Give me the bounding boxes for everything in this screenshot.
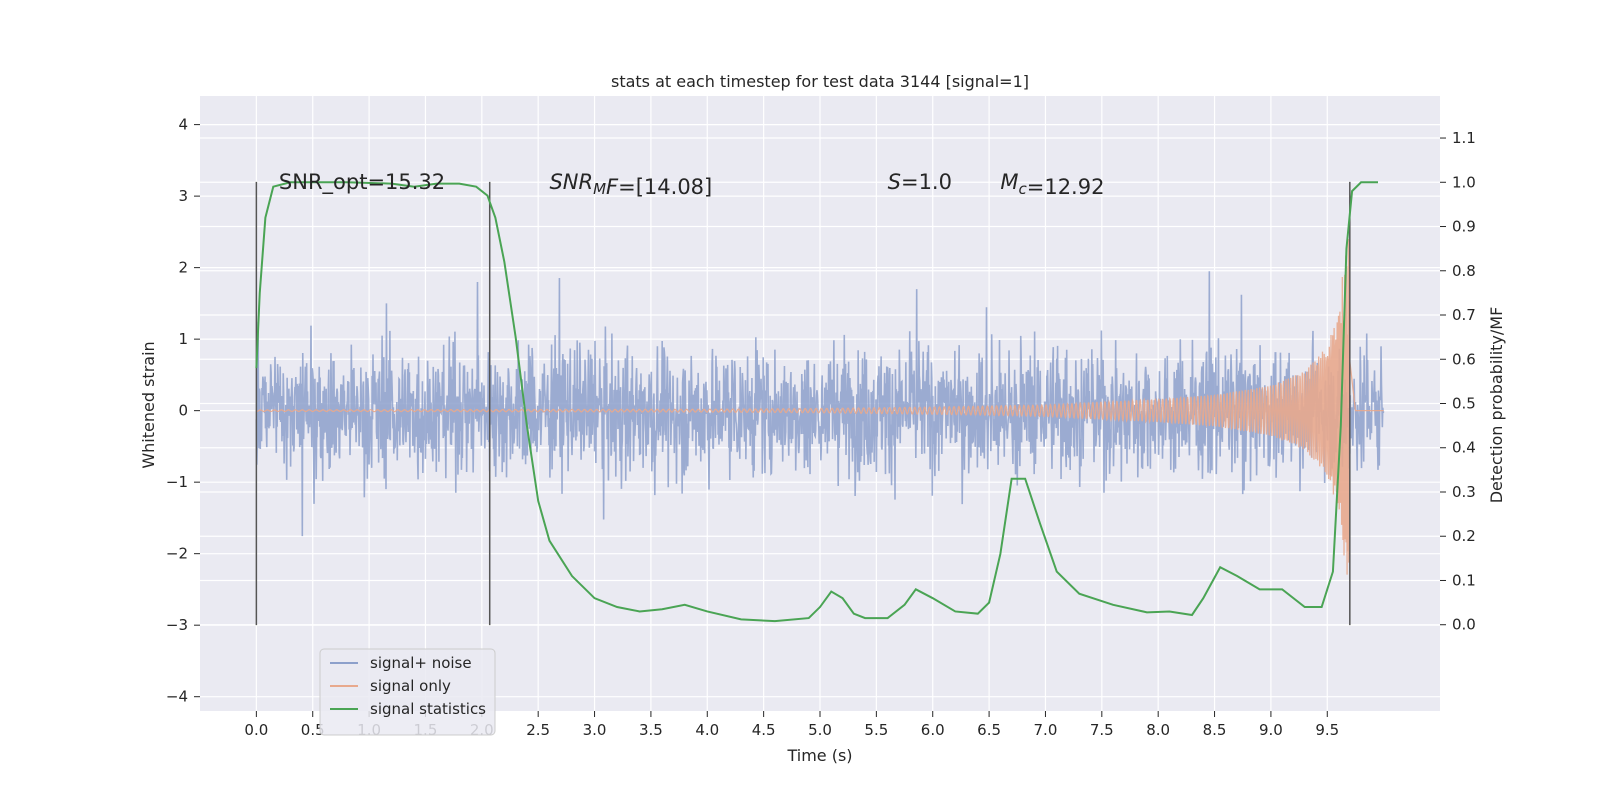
signal-only-line bbox=[256, 239, 1384, 575]
x-tick-label: 8.0 bbox=[1146, 721, 1170, 739]
legend-label-signal-plus-noise: signal+ noise bbox=[370, 654, 472, 672]
x-tick-label: 0.0 bbox=[244, 721, 268, 739]
x-tick-label: 7.5 bbox=[1090, 721, 1114, 739]
x-tick-label: 4.5 bbox=[752, 721, 776, 739]
x-tick-label: 8.5 bbox=[1203, 721, 1227, 739]
x-tick-label: 9.5 bbox=[1315, 721, 1339, 739]
y-right-tick-label: 0.3 bbox=[1452, 483, 1476, 501]
x-tick-label: 3.0 bbox=[583, 721, 607, 739]
annotation-part: c bbox=[1018, 180, 1027, 198]
annotation-part: =[14.08] bbox=[618, 175, 712, 199]
x-tick-label: 6.5 bbox=[977, 721, 1001, 739]
x-tick-label: 3.5 bbox=[639, 721, 663, 739]
series-signal-plus-noise bbox=[255, 271, 1385, 537]
annotation-part: =12.92 bbox=[1027, 175, 1105, 199]
y-right-tick-label: 0.6 bbox=[1452, 350, 1476, 368]
legend-box bbox=[319, 648, 496, 736]
y-left-tick-label: 3 bbox=[178, 187, 188, 205]
x-tick-label: 2.5 bbox=[526, 721, 550, 739]
annotation-part: =1.0 bbox=[901, 170, 952, 194]
x-axis-label: Time (s) bbox=[786, 746, 852, 765]
y-right-tick-label: 0.8 bbox=[1452, 262, 1476, 280]
y-right-tick-label: 0.0 bbox=[1452, 616, 1476, 634]
signal-plus-noise-line bbox=[255, 271, 1385, 537]
annotation-text: SNRMF=[14.08] bbox=[549, 170, 712, 199]
series-signal-only bbox=[256, 239, 1384, 575]
chart-title: stats at each timestep for test data 314… bbox=[611, 72, 1029, 91]
y-left-tick-label: 1 bbox=[178, 330, 188, 348]
y-left-tick-label: −1 bbox=[166, 473, 188, 491]
annotation-part: F bbox=[606, 175, 619, 199]
x-tick-label: 0.5 bbox=[301, 721, 325, 739]
y-right-axis-ticks: 0.0 0.1 0.2 0.3 0.4 0.5 0.6 0.7 0.8 0.9 1.0 1.1 bbox=[1440, 129, 1476, 634]
series-signal-statistics bbox=[255, 181, 1378, 623]
annotation-part: SNR bbox=[549, 170, 593, 194]
annotation-part: S bbox=[888, 170, 901, 194]
y-right-tick-label: 0.7 bbox=[1452, 306, 1476, 324]
annotation-part: M bbox=[1000, 170, 1018, 194]
legend: signal+ noise signal only signal statist… bbox=[319, 648, 496, 736]
y-left-tick-label: −2 bbox=[166, 545, 188, 563]
vertical-markers bbox=[255, 181, 1351, 626]
y-left-tick-label: −3 bbox=[166, 616, 188, 634]
y-right-tick-label: 0.2 bbox=[1452, 527, 1476, 545]
legend-label-signal-statistics: signal statistics bbox=[370, 700, 486, 718]
x-tick-label: 6.0 bbox=[921, 721, 945, 739]
x-tick-label: 4.0 bbox=[695, 721, 719, 739]
x-tick-label: 5.0 bbox=[808, 721, 832, 739]
y-right-tick-label: 0.4 bbox=[1452, 439, 1476, 457]
y-left-tick-label: 2 bbox=[178, 259, 188, 277]
annotation-text: Mc=12.92 bbox=[1000, 170, 1104, 199]
y-right-axis-label: Detection probability/MF bbox=[1487, 307, 1506, 504]
y-right-tick-label: 0.1 bbox=[1452, 571, 1476, 589]
y-right-tick-label: 1.1 bbox=[1452, 129, 1476, 147]
annotation-part: M bbox=[593, 180, 606, 198]
y-left-tick-label: 0 bbox=[178, 402, 188, 420]
x-tick-label: 5.5 bbox=[864, 721, 888, 739]
y-left-axis-label: Whitened strain bbox=[139, 341, 158, 468]
x-tick-label: 7.0 bbox=[1034, 721, 1058, 739]
x-tick-label: 9.0 bbox=[1259, 721, 1283, 739]
annotation-text: SNR_opt=15.32 bbox=[279, 170, 445, 195]
annotation-part: SNR_opt=15.32 bbox=[279, 170, 445, 195]
y-left-tick-label: −4 bbox=[166, 688, 188, 706]
y-right-tick-label: 0.9 bbox=[1452, 218, 1476, 236]
y-right-tick-label: 0.5 bbox=[1452, 395, 1476, 413]
y-left-axis-ticks: −4 −3 −2 −1 0 1 2 3 4 bbox=[166, 116, 200, 706]
y-left-tick-label: 4 bbox=[178, 116, 188, 134]
signal-statistics-line bbox=[255, 181, 1378, 623]
legend-label-signal-only: signal only bbox=[370, 677, 451, 695]
annotation-text: S=1.0 bbox=[888, 170, 952, 194]
y-right-tick-label: 1.0 bbox=[1452, 173, 1476, 191]
annotations: SNR_opt=15.32 SNRMF=[14.08] S=1.0 Mc=12.92 bbox=[279, 170, 1105, 199]
